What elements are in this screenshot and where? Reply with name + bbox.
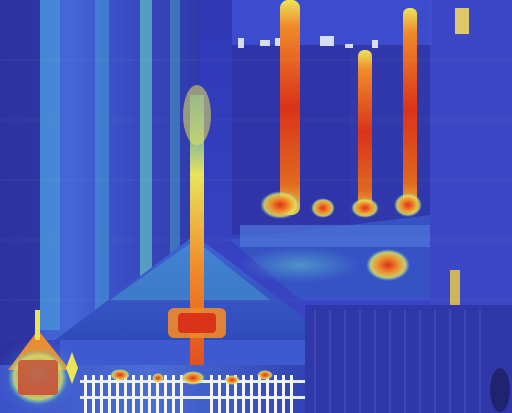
terrace-band (240, 225, 430, 247)
spire-right (403, 8, 417, 213)
fence-hotspots (110, 369, 273, 385)
spire-base-glow-4 (394, 193, 422, 217)
spire-base-glow-3 (351, 198, 379, 218)
gazebo-glow (0, 337, 78, 413)
cyan-column-3 (140, 0, 152, 300)
right-pole (450, 270, 460, 310)
gazebo-spike (35, 310, 40, 340)
spire-left (280, 0, 300, 215)
center-hotbox-core (178, 313, 216, 333)
right-fence-slats (314, 310, 481, 413)
hotspot-terrace (366, 249, 410, 281)
cyan-column-4 (170, 0, 180, 280)
picket-fence-posts (84, 375, 293, 413)
cyan-column-1 (40, 0, 60, 330)
spire-middle (358, 50, 372, 215)
cyan-column-2 (95, 0, 109, 330)
spire-base-glow-2 (311, 198, 335, 218)
right-fence (305, 305, 512, 413)
brush-texture (0, 59, 512, 301)
right-building-far (430, 0, 512, 330)
spire-base-glow-1 (260, 191, 300, 219)
right-fence-figure (490, 368, 510, 412)
house-roof (55, 235, 320, 345)
glow-terrace-cyan (240, 247, 360, 283)
chimney-row (238, 8, 469, 48)
center-beam-glow (183, 85, 211, 145)
diamond-post (66, 352, 78, 384)
